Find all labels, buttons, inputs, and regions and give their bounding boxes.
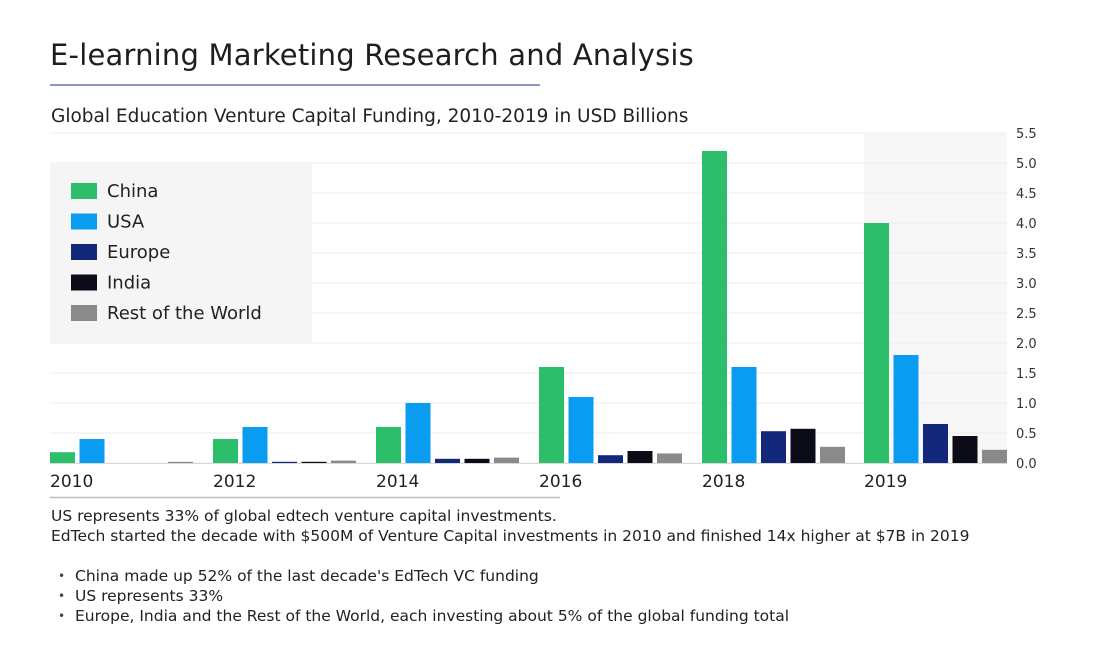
- bar: [435, 458, 460, 463]
- bar: [301, 461, 327, 463]
- bar-chart: China USA Europe India Rest of the World 0.0 0…: [50, 127, 1037, 499]
- bar: [539, 367, 564, 463]
- bar: [242, 427, 268, 463]
- bar: [272, 461, 297, 463]
- bar: [568, 397, 594, 463]
- x-tick-label: 2019: [864, 472, 907, 492]
- legend-swatch: [71, 244, 97, 260]
- legend-label: China: [107, 181, 158, 202]
- legend-swatch: [71, 183, 97, 199]
- y-tick-label: 3.0: [1016, 277, 1037, 292]
- bar: [982, 449, 1007, 463]
- bar: [820, 446, 845, 463]
- legend-label: USA: [107, 212, 145, 233]
- y-tick-label: 0.0: [1016, 457, 1037, 472]
- x-tick-label: 2012: [213, 472, 256, 492]
- bar: [952, 436, 978, 463]
- notes: US represents 33% of global edtech ventu…: [51, 506, 969, 546]
- bar: [790, 428, 816, 463]
- x-tick-label: 2018: [702, 472, 745, 492]
- bar: [376, 427, 401, 463]
- bar: [598, 455, 623, 463]
- bar: [761, 431, 786, 463]
- y-tick-label: 4.0: [1016, 217, 1037, 232]
- note-line: EdTech started the decade with $500M of …: [51, 527, 970, 545]
- legend-label: Rest of the World: [107, 303, 262, 324]
- bullet-list: China made up 52% of the last decade's E…: [58, 566, 789, 626]
- bar: [864, 223, 889, 463]
- y-tick-label: 0.5: [1016, 427, 1037, 442]
- y-tick-label: 2.0: [1016, 337, 1037, 352]
- legend-swatch: [71, 274, 97, 291]
- bar: [331, 460, 356, 463]
- y-tick-label: 1.5: [1016, 367, 1037, 382]
- bar: [168, 461, 193, 463]
- bullet-item: China made up 52% of the last decade's E…: [58, 566, 789, 586]
- y-tick-label: 5.5: [1016, 127, 1037, 142]
- x-tick-label: 2010: [50, 472, 93, 492]
- y-tick-label: 3.5: [1016, 247, 1037, 262]
- y-tick-label: 5.0: [1016, 157, 1037, 172]
- y-tick-label: 2.5: [1016, 307, 1037, 322]
- bar: [702, 151, 727, 463]
- chart-subtitle: Global Education Venture Capital Funding…: [51, 106, 689, 127]
- bar: [657, 453, 682, 463]
- y-tick-label: 4.5: [1016, 187, 1037, 202]
- legend-label: India: [107, 273, 151, 294]
- bar: [731, 367, 757, 463]
- bar: [464, 458, 490, 463]
- bar: [213, 439, 238, 463]
- note-line: US represents 33% of global edtech ventu…: [51, 507, 557, 525]
- bar: [923, 424, 948, 463]
- bullet-item: Europe, India and the Rest of the World,…: [58, 606, 789, 626]
- legend-label: Europe: [107, 242, 170, 263]
- title-underline: [50, 84, 540, 86]
- bar: [494, 457, 519, 463]
- bar: [893, 355, 919, 463]
- x-tick-label: 2014: [376, 472, 419, 492]
- bullet-item: US represents 33%: [58, 586, 789, 606]
- bar: [50, 452, 75, 463]
- legend-swatch: [71, 305, 97, 321]
- bar: [79, 439, 105, 463]
- y-tick-label: 1.0: [1016, 397, 1037, 412]
- bar: [627, 451, 653, 463]
- bar: [405, 403, 431, 463]
- x-tick-label: 2016: [539, 472, 582, 492]
- legend-swatch: [71, 213, 97, 230]
- page-title: E-learning Marketing Research and Analys…: [50, 38, 694, 72]
